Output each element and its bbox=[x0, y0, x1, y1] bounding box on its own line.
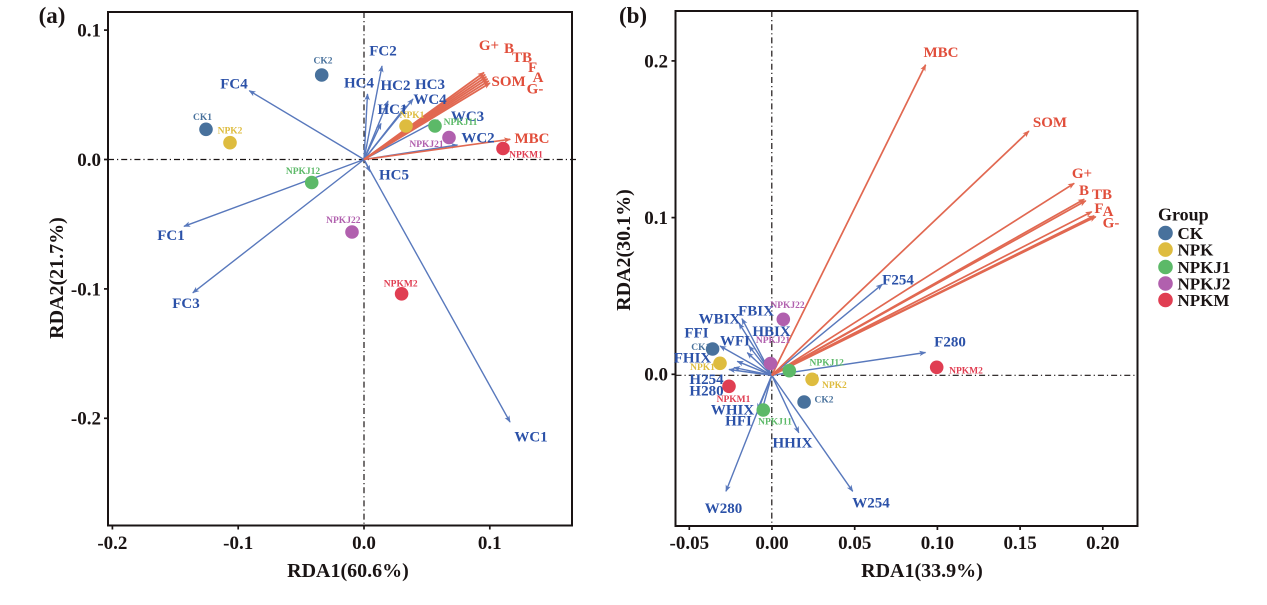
svg-text:CK1: CK1 bbox=[193, 113, 212, 123]
svg-text:0.1: 0.1 bbox=[77, 21, 101, 42]
svg-text:Group: Group bbox=[1158, 204, 1209, 224]
svg-text:NPKJ12: NPKJ12 bbox=[810, 359, 845, 369]
svg-text:CK2: CK2 bbox=[815, 396, 834, 406]
svg-text:NPK: NPK bbox=[1178, 241, 1215, 260]
svg-text:0.1: 0.1 bbox=[478, 533, 502, 554]
svg-text:NPK2: NPK2 bbox=[218, 127, 243, 137]
svg-text:F280: F280 bbox=[934, 335, 966, 351]
svg-text:FC3: FC3 bbox=[172, 296, 200, 312]
svg-text:0.0: 0.0 bbox=[644, 365, 668, 386]
svg-text:B: B bbox=[504, 41, 514, 57]
svg-text:0.20: 0.20 bbox=[1086, 533, 1119, 554]
svg-text:WC3: WC3 bbox=[451, 109, 484, 125]
svg-text:NPKM1: NPKM1 bbox=[717, 395, 751, 405]
svg-text:NPKM1: NPKM1 bbox=[509, 151, 543, 161]
svg-text:0.10: 0.10 bbox=[921, 533, 954, 554]
svg-text:WBIX: WBIX bbox=[699, 312, 741, 328]
svg-text:G-: G- bbox=[1103, 216, 1120, 232]
svg-text:NPKJ12: NPKJ12 bbox=[286, 167, 321, 177]
svg-text:NPKJ11: NPKJ11 bbox=[444, 118, 478, 128]
svg-text:NPKM: NPKM bbox=[1178, 291, 1230, 310]
svg-text:-0.05: -0.05 bbox=[670, 533, 710, 554]
svg-text:NPKJ21: NPKJ21 bbox=[756, 336, 791, 346]
svg-text:HBIX: HBIX bbox=[752, 324, 791, 340]
svg-text:HC1: HC1 bbox=[378, 102, 408, 118]
svg-text:A: A bbox=[533, 70, 544, 86]
svg-text:HC3: HC3 bbox=[415, 77, 445, 93]
svg-text:NPKM2: NPKM2 bbox=[949, 367, 983, 377]
svg-text:WC1: WC1 bbox=[514, 430, 547, 446]
svg-text:F254: F254 bbox=[882, 273, 914, 289]
svg-text:TB: TB bbox=[512, 50, 532, 66]
svg-text:FC2: FC2 bbox=[369, 44, 397, 60]
svg-text:RDA2(30.1%): RDA2(30.1%) bbox=[613, 189, 635, 311]
svg-text:G+: G+ bbox=[1072, 166, 1092, 182]
svg-text:CK2: CK2 bbox=[314, 57, 333, 67]
svg-text:RDA1(33.9%): RDA1(33.9%) bbox=[861, 560, 983, 582]
svg-text:0.05: 0.05 bbox=[838, 533, 871, 554]
svg-text:0.00: 0.00 bbox=[755, 533, 788, 554]
svg-text:NPK1: NPK1 bbox=[400, 111, 425, 121]
svg-text:CK1: CK1 bbox=[691, 343, 710, 353]
svg-text:NPKJ22: NPKJ22 bbox=[770, 301, 805, 311]
svg-text:WC2: WC2 bbox=[461, 131, 494, 147]
svg-text:NPKJ21: NPKJ21 bbox=[409, 140, 444, 150]
svg-text:HC5: HC5 bbox=[379, 168, 409, 184]
svg-text:FC4: FC4 bbox=[220, 77, 248, 93]
svg-text:-0.2: -0.2 bbox=[71, 409, 101, 430]
svg-text:HC2: HC2 bbox=[381, 78, 411, 94]
svg-text:G+: G+ bbox=[479, 38, 499, 54]
svg-text:HHIX: HHIX bbox=[772, 436, 812, 452]
svg-text:NPKJ1: NPKJ1 bbox=[1178, 258, 1231, 277]
svg-text:NPKM2: NPKM2 bbox=[384, 280, 418, 290]
svg-text:FFI: FFI bbox=[684, 326, 708, 342]
svg-text:0.1: 0.1 bbox=[644, 208, 668, 229]
svg-text:RDA1(60.6%): RDA1(60.6%) bbox=[287, 560, 409, 582]
svg-text:-0.2: -0.2 bbox=[97, 533, 127, 554]
svg-text:B: B bbox=[1079, 183, 1089, 199]
svg-text:MBC: MBC bbox=[924, 45, 959, 61]
svg-text:WC4: WC4 bbox=[413, 92, 447, 108]
svg-text:TB: TB bbox=[1092, 187, 1112, 203]
svg-text:A: A bbox=[1103, 204, 1114, 220]
svg-text:(a): (a) bbox=[39, 3, 66, 28]
svg-text:WHIX: WHIX bbox=[711, 403, 755, 419]
svg-text:NPK1: NPK1 bbox=[690, 363, 715, 373]
svg-text:0.0: 0.0 bbox=[77, 150, 101, 171]
svg-text:FBIX: FBIX bbox=[738, 304, 774, 320]
svg-text:FC1: FC1 bbox=[157, 228, 185, 244]
svg-text:WFI: WFI bbox=[720, 334, 750, 350]
svg-text:NPK2: NPK2 bbox=[822, 381, 847, 391]
svg-text:G-: G- bbox=[527, 82, 544, 98]
svg-text:W254: W254 bbox=[852, 496, 890, 512]
svg-text:W280: W280 bbox=[705, 501, 743, 517]
svg-text:NPKJ2: NPKJ2 bbox=[1178, 274, 1231, 293]
svg-text:HC4: HC4 bbox=[344, 76, 375, 92]
svg-text:HFI: HFI bbox=[725, 414, 752, 430]
svg-text:SOM: SOM bbox=[492, 74, 526, 90]
svg-text:FHIX: FHIX bbox=[674, 351, 712, 367]
svg-text:SOM: SOM bbox=[1033, 115, 1067, 131]
svg-text:F: F bbox=[528, 60, 537, 76]
svg-text:0.2: 0.2 bbox=[644, 51, 668, 72]
svg-text:(b): (b) bbox=[619, 3, 647, 28]
svg-text:H254: H254 bbox=[689, 372, 724, 388]
svg-text:-0.1: -0.1 bbox=[223, 533, 253, 554]
svg-text:F: F bbox=[1094, 201, 1103, 217]
svg-text:CK: CK bbox=[1178, 224, 1204, 243]
svg-text:0.0: 0.0 bbox=[352, 533, 376, 554]
svg-text:0.15: 0.15 bbox=[1003, 533, 1036, 554]
svg-text:NPKJ22: NPKJ22 bbox=[326, 216, 361, 226]
svg-text:H280: H280 bbox=[689, 384, 723, 400]
svg-text:-0.1: -0.1 bbox=[71, 279, 101, 300]
svg-text:NPKJ11: NPKJ11 bbox=[758, 418, 792, 428]
svg-text:RDA2(21.7%): RDA2(21.7%) bbox=[46, 217, 68, 339]
svg-text:MBC: MBC bbox=[515, 131, 550, 147]
